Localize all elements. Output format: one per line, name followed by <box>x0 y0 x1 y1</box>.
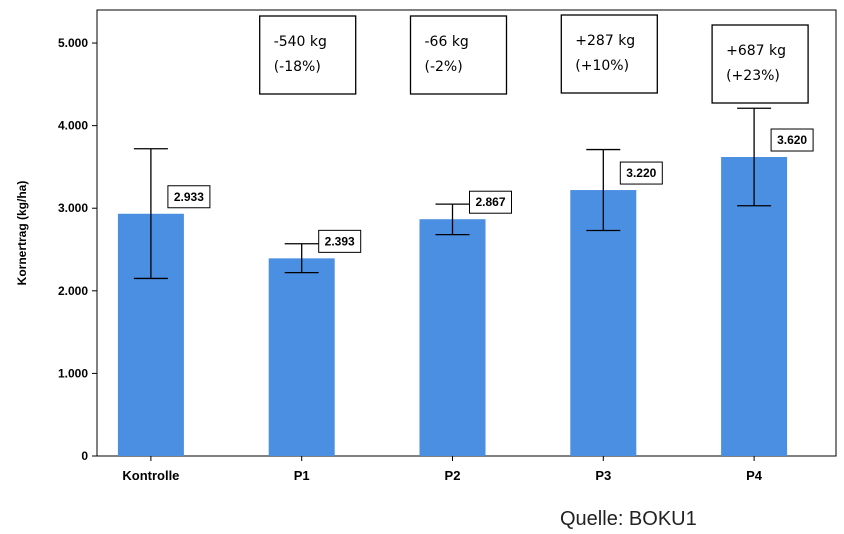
x-tick-label: P1 <box>294 468 310 483</box>
bar <box>268 258 335 456</box>
data-label: 2.867 <box>475 195 505 209</box>
x-axis: Kontrolle P1 P2 P3 P4 <box>122 456 763 483</box>
source-note: Quelle: BOKU1 <box>560 508 697 530</box>
bar <box>570 190 637 456</box>
annotation-text: -540 kg <box>274 34 327 50</box>
annotation-text: (-18%) <box>274 59 321 75</box>
annotation-text: +287 kg <box>575 33 635 49</box>
y-tick-label: 3.000 <box>58 201 88 215</box>
y-axis: 0 1.000 2.000 3.000 4.000 5.000 <box>58 36 97 463</box>
annotation-text: +687 kg <box>726 43 786 59</box>
y-tick-label: 0 <box>81 449 88 463</box>
y-tick-label: 1.000 <box>58 366 88 380</box>
annotation-box <box>259 15 357 95</box>
annotation-text: (+10%) <box>575 58 629 74</box>
data-label-box <box>770 128 814 152</box>
annotation-box <box>711 24 809 104</box>
x-tick-label: P3 <box>595 468 611 483</box>
data-labels: 2.933 2.393 2.867 3.220 3.620 <box>167 128 814 253</box>
error-bars <box>133 107 772 280</box>
data-label: 2.933 <box>174 190 204 204</box>
x-tick-label: P2 <box>445 468 461 483</box>
data-label-box <box>469 190 512 214</box>
bar <box>419 219 486 456</box>
x-tick-label: Kontrolle <box>122 468 179 483</box>
annotation-text: (+23%) <box>726 68 780 84</box>
annotations: -540 kg (-18%) -66 kg (-2%) +287 kg (+10%) +68… <box>259 14 809 104</box>
annotation-box <box>409 15 508 95</box>
data-label: 3.620 <box>777 133 807 147</box>
y-axis-label: Kornertrag (kg/ha) <box>15 181 29 286</box>
annotation-text: -66 kg <box>425 34 469 50</box>
annotation-box <box>560 14 658 94</box>
data-label-box <box>619 161 663 185</box>
x-tick-label: P4 <box>746 468 763 483</box>
y-tick-label: 5.000 <box>58 36 88 50</box>
data-label: 3.220 <box>626 166 656 180</box>
data-label-box <box>167 185 211 209</box>
data-label-box <box>318 229 362 253</box>
y-tick-label: 4.000 <box>58 119 88 133</box>
y-tick-label: 2.000 <box>58 284 88 298</box>
data-label: 2.393 <box>325 234 355 248</box>
bar <box>721 157 788 456</box>
bars <box>117 157 788 456</box>
annotation-text: (-2%) <box>425 59 463 75</box>
